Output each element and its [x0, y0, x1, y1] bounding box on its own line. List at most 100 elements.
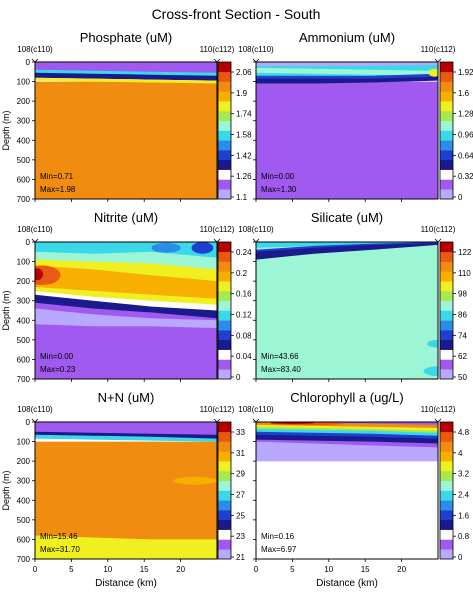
y-tick-label: 0 — [26, 58, 31, 67]
y-tick-label: 600 — [17, 535, 31, 544]
max-stat: Max=83.40 — [261, 365, 301, 374]
colorbar-tick-label: 1.58 — [236, 131, 252, 140]
contour-band — [256, 441, 438, 462]
min-stat: Min=43.66 — [261, 352, 299, 361]
colorbar-swatch — [218, 441, 231, 452]
colorbar-tick-label: 21 — [236, 553, 245, 562]
colorbar-swatch — [218, 300, 231, 311]
colorbar-swatch — [218, 169, 231, 180]
colorbar-tick-label: 1.6 — [458, 511, 470, 520]
colorbar-tick-label: 4.8 — [458, 428, 470, 437]
plot-frame — [34, 241, 218, 380]
y-axis-label: Depth (m) — [1, 470, 11, 510]
panel-title: Silicate (uM) — [311, 210, 383, 225]
colorbar-tick-label: 29 — [236, 470, 245, 479]
y-tick-label: 300 — [17, 477, 31, 486]
colorbar-tick-label: 27 — [236, 491, 245, 500]
colorbar-swatch — [218, 349, 231, 360]
colorbar-swatch — [440, 130, 453, 141]
colorbar-swatch — [440, 539, 453, 550]
contour-band — [35, 77, 217, 84]
colorbar-swatch — [218, 320, 231, 331]
panel-2: Ammonium (uM) 108(c110) 110(c112) Min=0.00 M… — [238, 30, 473, 202]
station-right-label: 110(c112) — [200, 405, 235, 414]
x-axis-label: Distance (km) — [316, 578, 378, 589]
colorbar-tick-label: 1.1 — [236, 193, 248, 202]
colorbar-swatch — [218, 451, 231, 462]
colorbar-tick-label: 86 — [458, 311, 467, 320]
colorbar-swatch — [218, 369, 231, 380]
panel-title: N+N (uM) — [98, 390, 155, 405]
colorbar-tick-label: 122 — [458, 248, 472, 257]
colorbar-swatch — [440, 339, 453, 350]
colorbar-tick-label: 31 — [236, 449, 245, 458]
panel-title: Chlorophyll a (ug/L) — [290, 390, 403, 405]
colorbar-swatch — [440, 300, 453, 311]
contour-fill — [35, 242, 217, 379]
colorbar-tick-label: 0 — [458, 193, 463, 202]
colorbar-swatch — [440, 242, 453, 253]
colorbar-tick-label: 0.16 — [236, 290, 252, 299]
colorbar-swatch — [218, 422, 231, 433]
colorbar-swatch — [440, 519, 453, 530]
y-tick-label: 700 — [17, 555, 31, 564]
colorbar-swatch — [440, 120, 453, 131]
station-left-label: 108(c110) — [238, 225, 274, 234]
y-tick-label: 700 — [17, 195, 31, 204]
colorbar-swatch — [440, 461, 453, 472]
max-stat: Max=31.70 — [40, 545, 80, 554]
plot-frame — [255, 61, 439, 200]
max-stat: Max=0.23 — [40, 365, 76, 374]
panel-title: Phosphate (uM) — [80, 30, 173, 45]
colorbar-tick-label: 110 — [458, 269, 471, 278]
station-right-label: 110(c112) — [421, 405, 456, 414]
y-tick-label: 100 — [17, 78, 31, 87]
contour-band — [256, 243, 438, 260]
y-tick-label: 300 — [17, 117, 31, 126]
colorbar: 21 23 25 27 29 31 33 — [217, 421, 245, 562]
colorbar-swatch — [440, 189, 453, 200]
y-tick-label: 400 — [17, 316, 31, 325]
colorbar-tick-label: 0.2 — [236, 269, 248, 278]
contour-band — [256, 461, 438, 559]
colorbar-tick-label: 3.2 — [458, 470, 470, 479]
colorbar-swatch — [440, 480, 453, 491]
colorbar-swatch — [440, 490, 453, 501]
colorbar-swatch — [218, 271, 231, 282]
colorbar-swatch — [218, 189, 231, 200]
colorbar-frame — [439, 421, 454, 560]
colorbar-swatch — [218, 130, 231, 141]
panel-6: Chlorophyll a (ug/L) 108(c110) 110(c112) Mi… — [238, 390, 469, 589]
y-tick-label: 200 — [17, 97, 31, 106]
figure-title: Cross-front Section - South — [152, 6, 321, 22]
plot-frame — [34, 421, 218, 560]
station-right-label: 110(c112) — [200, 45, 235, 54]
panel-title: Nitrite (uM) — [94, 210, 158, 225]
colorbar-tick-label: 1.74 — [236, 110, 252, 119]
y-axis-label: Depth (m) — [1, 290, 11, 330]
colorbar-swatch — [440, 549, 453, 560]
colorbar-tick-label: 2.06 — [236, 68, 252, 77]
colorbar-frame — [217, 241, 232, 380]
panel-title: Ammonium (uM) — [299, 30, 395, 45]
station-right-label: 110(c112) — [200, 225, 235, 234]
colorbar-tick-label: 1.9 — [236, 89, 248, 98]
colorbar-swatch — [440, 369, 453, 380]
contour-patch — [35, 268, 44, 281]
contour-patch — [427, 339, 438, 348]
colorbar-tick-label: 0.96 — [458, 131, 473, 140]
min-stat: Min=0.16 — [261, 532, 295, 541]
colorbar-swatch — [218, 281, 231, 292]
x-tick-label: 20 — [397, 565, 406, 574]
y-tick-label: 500 — [17, 156, 31, 165]
contour-patch — [151, 242, 181, 253]
colorbar-tick-label: 50 — [458, 373, 467, 382]
colorbar-swatch — [218, 150, 231, 161]
y-tick-label: 600 — [17, 175, 31, 184]
panel-1: Phosphate (uM) 108(c110) 110(c112) Min=0.71… — [1, 30, 252, 204]
colorbar-tick-label: 74 — [458, 331, 467, 340]
colorbar-swatch — [218, 81, 231, 92]
contour-patch — [191, 242, 214, 254]
station-left-label: 108(c110) — [238, 405, 274, 414]
colorbar-swatch — [440, 271, 453, 282]
